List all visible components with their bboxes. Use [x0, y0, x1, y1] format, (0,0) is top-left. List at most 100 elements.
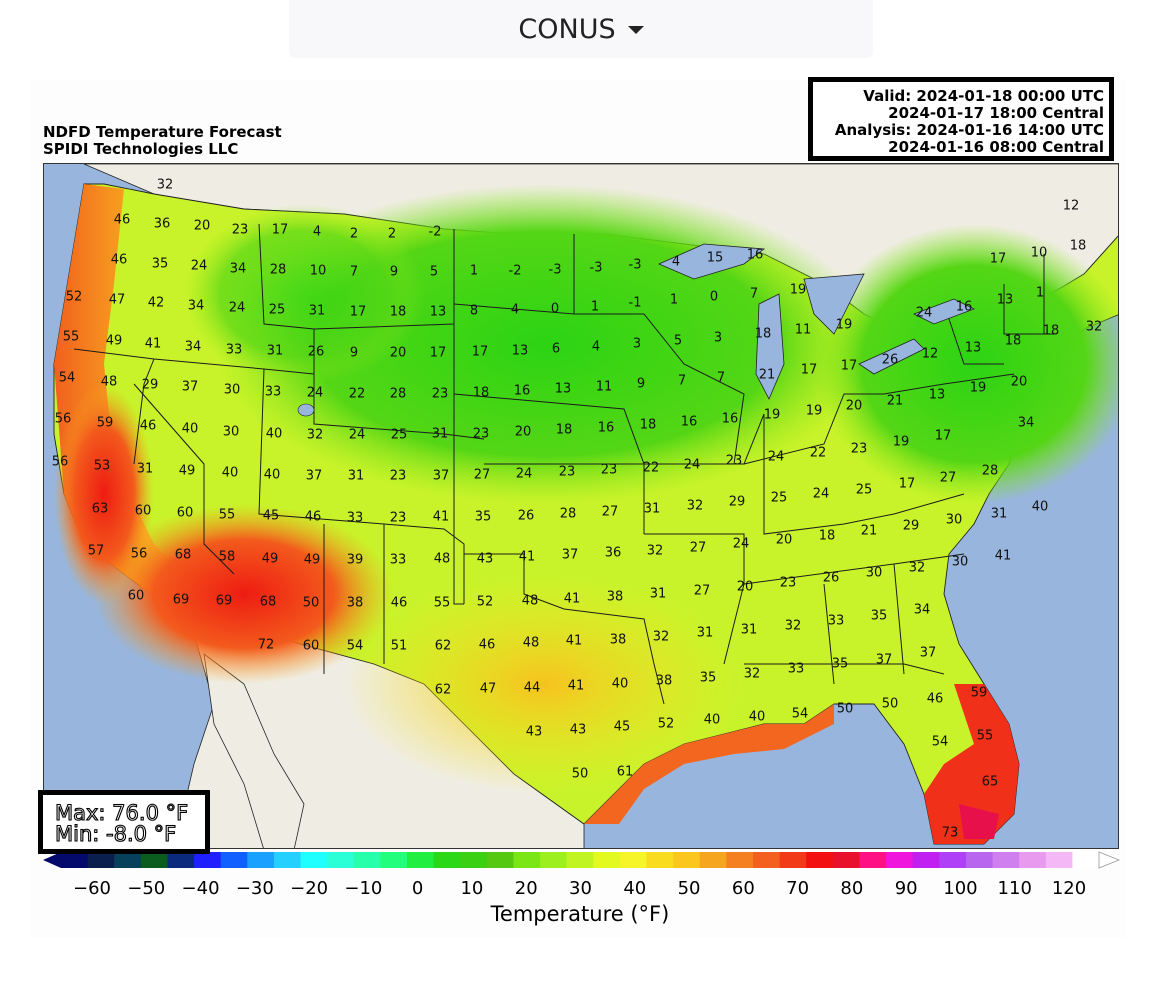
temperature-label: 73 — [942, 826, 959, 841]
temperature-label: 54 — [59, 371, 76, 386]
colorbar-segment — [1019, 852, 1047, 868]
temperature-label: 18 — [473, 386, 490, 401]
temperature-label: 37 — [182, 380, 199, 395]
colorbar-segment — [194, 852, 222, 868]
temperature-label: 30 — [223, 425, 240, 440]
temperature-label: 24 — [813, 487, 830, 502]
temperature-label: 27 — [694, 584, 711, 599]
temperature-label: 37 — [562, 548, 579, 563]
temperature-label: 32 — [647, 544, 664, 559]
colorbar-segment — [806, 852, 834, 868]
valid-line-3: Analysis: 2024-01-16 14:00 UTC — [834, 121, 1104, 139]
temperature-label: 22 — [349, 387, 366, 402]
temperature-label: 16 — [681, 415, 698, 430]
temperature-label: 50 — [303, 596, 320, 611]
temperature-label: 39 — [347, 553, 364, 568]
temperature-label: 20 — [737, 580, 754, 595]
temperature-label: 24 — [229, 301, 246, 316]
temperature-label: 16 — [722, 412, 739, 427]
temperature-label: 12 — [1063, 199, 1080, 214]
temperature-label: 33 — [828, 614, 845, 629]
temperature-label: 26 — [882, 353, 899, 368]
colorbar-segment — [300, 852, 328, 868]
temperature-label: 19 — [806, 404, 823, 419]
temperature-label: 1 — [1036, 286, 1044, 301]
idaho-green — [184, 204, 424, 384]
colorbar-segment — [167, 852, 195, 868]
colorbar-tick-label: −40 — [181, 878, 220, 899]
temperature-label: 35 — [152, 257, 169, 272]
temperature-label: 50 — [882, 697, 899, 712]
temperature-label: 38 — [607, 590, 624, 605]
temperature-label: 59 — [97, 416, 114, 431]
temperature-label: 31 — [432, 427, 449, 442]
temperature-label: 31 — [741, 623, 758, 638]
temperature-label: 24 — [516, 467, 533, 482]
baja-land — [203, 653, 305, 848]
colorbar-segment — [912, 852, 940, 868]
colorbar-tick-label: −50 — [127, 878, 166, 899]
temperature-label: 29 — [903, 519, 920, 534]
temperature-label: 32 — [653, 630, 670, 645]
temperature-label: 20 — [846, 399, 863, 414]
colorbar-segment — [859, 852, 887, 868]
temperature-label: 43 — [570, 723, 587, 738]
temperature-label: 68 — [175, 548, 192, 563]
colorbar-segment — [353, 852, 381, 868]
temperature-label: 56 — [131, 547, 148, 562]
max-temp: Max: 76.0 °F — [54, 801, 189, 825]
temperature-label: 69 — [173, 593, 190, 608]
colorbar-segment — [1045, 852, 1073, 868]
temperature-label: -3 — [590, 261, 603, 276]
temperature-label: 31 — [348, 469, 365, 484]
temperature-label: 65 — [982, 775, 999, 790]
temperature-label: 49 — [179, 464, 196, 479]
colorbar-segment — [247, 852, 275, 868]
region-selector[interactable]: CONUS — [289, 0, 873, 58]
temperature-label: 51 — [391, 639, 408, 654]
temperature-label: 31 — [697, 626, 714, 641]
temperature-label: 34 — [914, 603, 931, 618]
temperature-label: 41 — [519, 550, 536, 565]
temperature-label: 19 — [970, 381, 987, 396]
state-boundaries — [73, 223, 1054, 705]
colorbar-segment — [965, 852, 994, 868]
temperature-label: 30 — [224, 383, 241, 398]
temperature-label: 0 — [710, 290, 718, 305]
temperature-label: 63 — [92, 502, 109, 517]
colorbar-tick-label: 10 — [460, 878, 484, 899]
temperature-label: 18 — [1005, 334, 1022, 349]
temperature-label: 55 — [219, 508, 236, 523]
temperature-label: 5 — [674, 334, 682, 349]
colorbar-tick-label: 30 — [569, 878, 592, 899]
colorbar-segment — [779, 852, 807, 868]
temperature-label: 17 — [430, 346, 447, 361]
temperature-label: 20 — [1011, 375, 1028, 390]
temperature-label: 0 — [551, 302, 559, 317]
temperature-label: 18 — [640, 418, 657, 433]
colorbar-segment — [513, 852, 541, 868]
temperature-label: 23 — [780, 576, 797, 591]
temperature-label: 25 — [269, 303, 286, 318]
colorbar-segment — [327, 852, 355, 868]
temperature-label: 38 — [610, 633, 627, 648]
temperature-label: 53 — [94, 459, 111, 474]
temperature-label: 28 — [390, 387, 407, 402]
temperature-label: 33 — [788, 662, 805, 677]
temperature-label: 52 — [658, 717, 675, 732]
temperature-label: 35 — [475, 510, 492, 525]
temperature-label: 35 — [832, 657, 849, 672]
colorbar-tick-label: 40 — [623, 878, 647, 899]
colorbar-segment — [486, 852, 514, 868]
temperature-label: 4 — [313, 225, 321, 240]
valid-time-box: Valid: 2024-01-18 00:00 UTC 2024-01-17 1… — [808, 77, 1114, 161]
colorbar-ticks: −60 −50 −40 −30 −20 −10 0 10 20 30 40 50 60 70 80 90 100… — [0, 878, 1152, 902]
colorbar-tick-label: −20 — [290, 878, 329, 899]
temperature-label: -3 — [629, 258, 642, 273]
temperature-label: 32 — [307, 428, 324, 443]
temperature-label: 7 — [750, 287, 758, 302]
colorbar-segment — [380, 852, 408, 868]
temperature-label: 31 — [267, 344, 284, 359]
title-line-2: SPIDI Technologies LLC — [43, 140, 239, 158]
temperature-label: 40 — [612, 677, 629, 692]
